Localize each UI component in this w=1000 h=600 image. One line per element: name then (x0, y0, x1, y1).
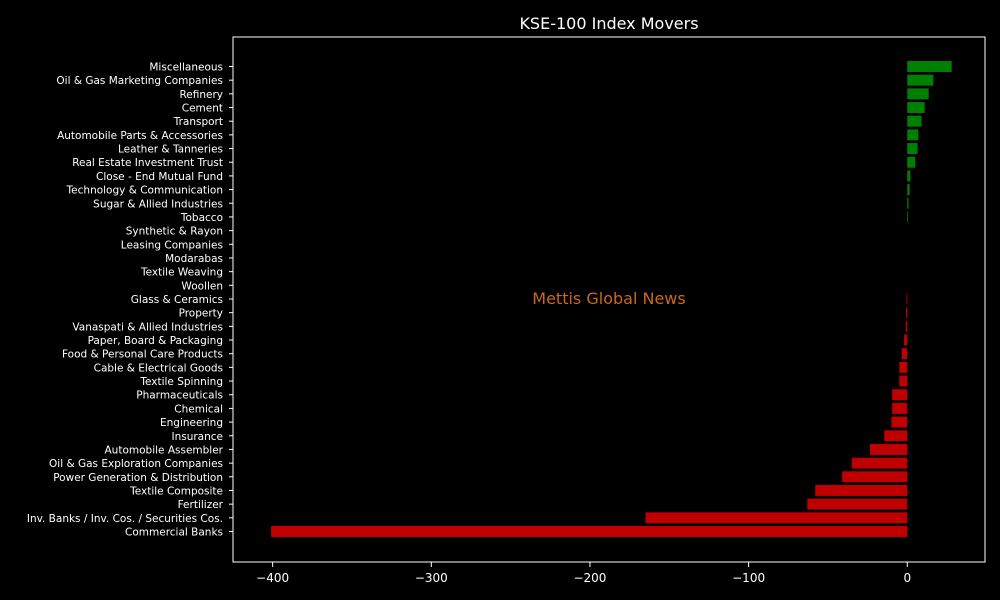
y-tick-label: Real Estate Investment Trust (72, 157, 223, 169)
bar (907, 115, 922, 127)
bar (891, 416, 908, 428)
y-tick-label: Oil & Gas Exploration Companies (49, 458, 223, 470)
y-tick-label: Sugar & Allied Industries (93, 198, 223, 210)
bar (815, 485, 908, 496)
bar (884, 430, 908, 442)
bar (899, 361, 908, 373)
y-tick-label: Inv. Banks / Inv. Cos. / Securities Cos. (27, 513, 223, 525)
bar (907, 184, 910, 196)
watermark-text: Mettis Global News (532, 289, 685, 308)
bar (907, 156, 916, 168)
bars-layer (271, 61, 952, 537)
bar (892, 389, 908, 401)
y-tick-label: Technology & Communication (66, 185, 223, 197)
bar (271, 526, 908, 537)
y-tick-label: Commercial Banks (125, 527, 223, 539)
y-tick-label: Leasing Companies (121, 239, 223, 251)
bar (905, 320, 908, 332)
y-tick-label: Food & Personal Care Products (62, 349, 223, 361)
bar (907, 211, 909, 223)
y-tick-label: Engineering (160, 417, 223, 429)
y-tick-label: Textile Weaving (140, 267, 223, 279)
x-ticks: −400 −300 −200 −100 0 (256, 562, 911, 585)
chart-title: KSE-100 Index Movers (519, 14, 698, 33)
bar (907, 143, 918, 155)
bar (907, 74, 934, 86)
y-tick-label: Cement (182, 103, 223, 115)
bar (907, 197, 909, 209)
y-tick-label: Vanaspati & Allied Industries (72, 321, 223, 333)
y-tick-label: Cable & Electrical Goods (94, 362, 223, 374)
bar (899, 375, 908, 387)
bar (869, 443, 908, 455)
y-tick-label: Chemical (174, 403, 223, 415)
bar (842, 471, 908, 483)
y-tick-label: Textile Composite (129, 485, 223, 497)
bar (907, 170, 911, 182)
bar (905, 307, 908, 319)
y-tick-label: Transport (173, 116, 223, 128)
x-tick-label: 0 (903, 571, 911, 585)
y-tick-label: Tobacco (180, 212, 223, 224)
bar (904, 334, 908, 346)
y-tick-label: Automobile Parts & Accessories (57, 130, 223, 142)
y-tick-label: Close - End Mutual Fund (96, 171, 223, 183)
plot-frame (232, 36, 986, 563)
bar (907, 129, 919, 141)
y-tick-label: Automobile Assembler (105, 444, 224, 456)
y-tick-label: Pharmaceuticals (136, 390, 223, 402)
y-tick-label: Textile Spinning (139, 376, 223, 388)
bar (892, 402, 908, 414)
y-tick-label: Glass & Ceramics (131, 294, 223, 306)
y-tick-label: Leather & Tanneries (118, 144, 223, 156)
y-tick-label: Fertilizer (178, 499, 224, 511)
y-tick-label: Oil & Gas Marketing Companies (56, 75, 223, 87)
y-tick-label: Modarabas (165, 253, 223, 265)
bar (645, 512, 908, 524)
y-tick-label: Power Generation & Distribution (53, 472, 223, 484)
x-tick-label: −200 (573, 571, 606, 585)
y-tick-label: Property (179, 308, 223, 320)
x-tick-label: −100 (732, 571, 765, 585)
bar (906, 293, 908, 305)
bar (807, 498, 908, 510)
bar (851, 457, 908, 469)
y-tick-label: Synthetic & Rayon (126, 226, 223, 238)
bar (907, 88, 929, 100)
bar (907, 61, 952, 72)
x-tick-label: −300 (415, 571, 448, 585)
bar (901, 348, 908, 360)
bar (907, 102, 925, 113)
y-tick-label: Refinery (179, 89, 223, 101)
x-tick-label: −400 (256, 571, 289, 585)
y-tick-label: Miscellaneous (149, 62, 223, 74)
y-tick-label: Woollen (181, 280, 223, 292)
y-tick-label: Insurance (171, 431, 223, 443)
y-tick-label: Paper, Board & Packaging (88, 335, 223, 347)
